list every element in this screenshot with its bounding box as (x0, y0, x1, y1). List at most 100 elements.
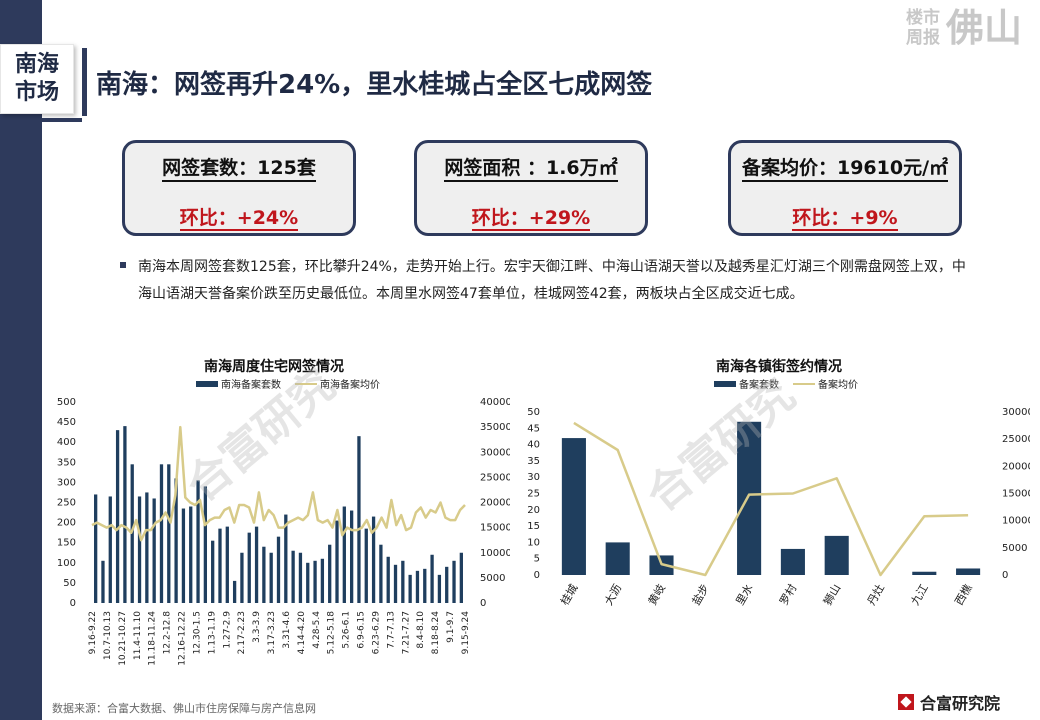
chart1-bar (115, 430, 120, 603)
chart2-bar (912, 571, 937, 575)
chart2-y-left-tick: 25 (527, 489, 540, 500)
chart2-legend: 备案套数 备案均价 (714, 376, 858, 391)
kpi-units-change: 环比：+24% (179, 207, 299, 231)
kpi-units-label: 网签套数：125套 (162, 157, 316, 182)
title-underline (42, 118, 82, 122)
chart1-x-tick: 3.17-3.23 (267, 611, 277, 654)
kpi-area-label: 网签面积 ：1.6万㎡ (444, 157, 618, 182)
chart1-x-tick: 8.18-8.24 (431, 611, 441, 655)
chart1-x-tick: 8.4-8.10 (416, 611, 426, 649)
chart1-bar (159, 464, 164, 603)
chart1-x-tick: 2.17-2.23 (237, 611, 247, 654)
chart1-bar (276, 536, 281, 603)
chart2-y-left-tick: 50 (527, 407, 540, 418)
chart2-x-tick: 丹灶 (865, 582, 887, 608)
chart2-title: 南海各镇街签约情况 (716, 359, 842, 375)
chart1-title: 南海周度住宅网签情况 (204, 359, 344, 375)
chart1-x-tick: 6.23-6.29 (371, 611, 381, 655)
chart1-bar (313, 560, 317, 603)
chart1-bar (196, 480, 200, 603)
chart1-x-tick: 6.9-6.15 (357, 611, 367, 649)
kpi-card-units: 网签套数：125套 环比：+24% (122, 140, 356, 236)
chart2-y-left-tick: 5 (534, 554, 540, 565)
chart2-x-tick: 狮山 (821, 582, 843, 608)
chart1-x-tick: 11.18-11.24 (148, 611, 158, 666)
section-tag-line2: 市场 (14, 80, 59, 105)
chart1-bar (291, 550, 295, 603)
chart2-y-left-tick: 10 (527, 537, 540, 548)
chart1-y-right-tick: 5000 (480, 573, 505, 584)
chart2-x-tick: 里水 (733, 582, 755, 608)
chart1-bar (379, 544, 383, 603)
chart2-x-tick: 罗村 (776, 582, 799, 608)
brand-logo: 楼市 周报 佛山 (906, 6, 1022, 50)
chart1-y-left-tick: 200 (57, 518, 76, 529)
chart1-bar (94, 494, 98, 603)
chart1-x-tick: 7.21-7.27 (401, 611, 411, 654)
page-title: 南海：网签再升24%，里水桂城占全区七成网签 (96, 70, 653, 100)
chart1-y-left-tick: 100 (57, 558, 76, 569)
chart1-bar (335, 520, 339, 603)
chart1-y-right-tick: 35000 (480, 422, 510, 433)
chart2-y-left-tick: 0 (534, 570, 540, 581)
chart1-bar (320, 558, 325, 603)
chart1-bar (130, 464, 134, 603)
chart1-y-left-tick: 400 (57, 437, 76, 448)
chart1-y-left-tick: 0 (70, 598, 76, 609)
chart2-bar (605, 542, 630, 575)
kpi-area-change: 环比：+29% (471, 207, 591, 231)
logo-text: 合富研究院 (920, 694, 1001, 713)
chart1-x-tick: 11.4-11.10 (133, 611, 143, 660)
chart1-y-left-tick: 350 (57, 457, 76, 468)
chart1-bar (298, 552, 303, 603)
chart1-bar (445, 566, 449, 603)
chart1-bar (247, 532, 251, 603)
chart1-x-tick: 9.15-9.24 (461, 611, 471, 655)
chart1-bar (423, 568, 427, 603)
legend-line-swatch (295, 382, 317, 385)
brand-line1: 楼市 (905, 8, 940, 28)
chart1-x-tick: 1.27-2.9 (222, 611, 232, 649)
chart1-x-tick: 5.12-5.18 (327, 611, 337, 655)
bullet-icon (120, 262, 126, 268)
chart1-x-tick: 12.2-12.8 (163, 611, 173, 655)
chart1-bar (386, 556, 390, 603)
kpi-price-change: 环比：+9% (792, 207, 898, 231)
chart2-y-left-tick: 30 (527, 472, 540, 483)
kpi-card-area: 网签面积 ：1.6万㎡ 环比：+29% (414, 140, 648, 236)
chart1-bar (145, 492, 149, 603)
chart1-y-right-tick: 30000 (480, 447, 510, 458)
legend-bar-swatch (196, 380, 218, 387)
chart1-bar (152, 498, 156, 603)
chart1-bar (371, 516, 376, 603)
chart2-bar (780, 548, 805, 575)
chart2-bar (824, 535, 849, 575)
chart1-bar (137, 496, 142, 603)
chart2-y-right-tick: 30000 (1002, 407, 1030, 418)
chart2-bar (561, 438, 586, 575)
chart1-bar (364, 528, 368, 603)
chart1-legend-bar: 南海备案套数 (221, 380, 281, 391)
chart2-x-tick: 黄岐 (645, 582, 668, 608)
chart1-weekly-signing: 0501001502002503003504004505000500010000… (57, 397, 510, 666)
chart1-bar (167, 464, 171, 603)
chart1-bar (123, 426, 127, 603)
chart1-bar (225, 526, 229, 603)
chart2-y-left-tick: 40 (527, 440, 540, 451)
footer-logo: 合富研究院 (898, 690, 1000, 714)
chart1-y-right-tick: 15000 (480, 523, 510, 534)
title-accent-bar (82, 48, 87, 116)
chart1-bar (181, 508, 186, 603)
chart1-x-tick: 3.31-4.6 (282, 611, 292, 649)
chart2-y-right-tick: 0 (1002, 570, 1008, 581)
chart1-bar (393, 564, 398, 603)
chart2-legend-line: 备案均价 (818, 380, 858, 391)
chart1-x-tick: 12.16-12.22 (178, 611, 188, 666)
brand-city: 佛山 (945, 6, 1022, 50)
chart2-legend-bar: 备案套数 (739, 380, 779, 391)
chart1-bar (189, 506, 193, 603)
chart2-y-left-tick: 20 (527, 505, 540, 516)
logo-icon (898, 694, 914, 710)
chart1-y-left-tick: 450 (57, 417, 76, 428)
chart1-y-left-tick: 150 (57, 538, 76, 549)
